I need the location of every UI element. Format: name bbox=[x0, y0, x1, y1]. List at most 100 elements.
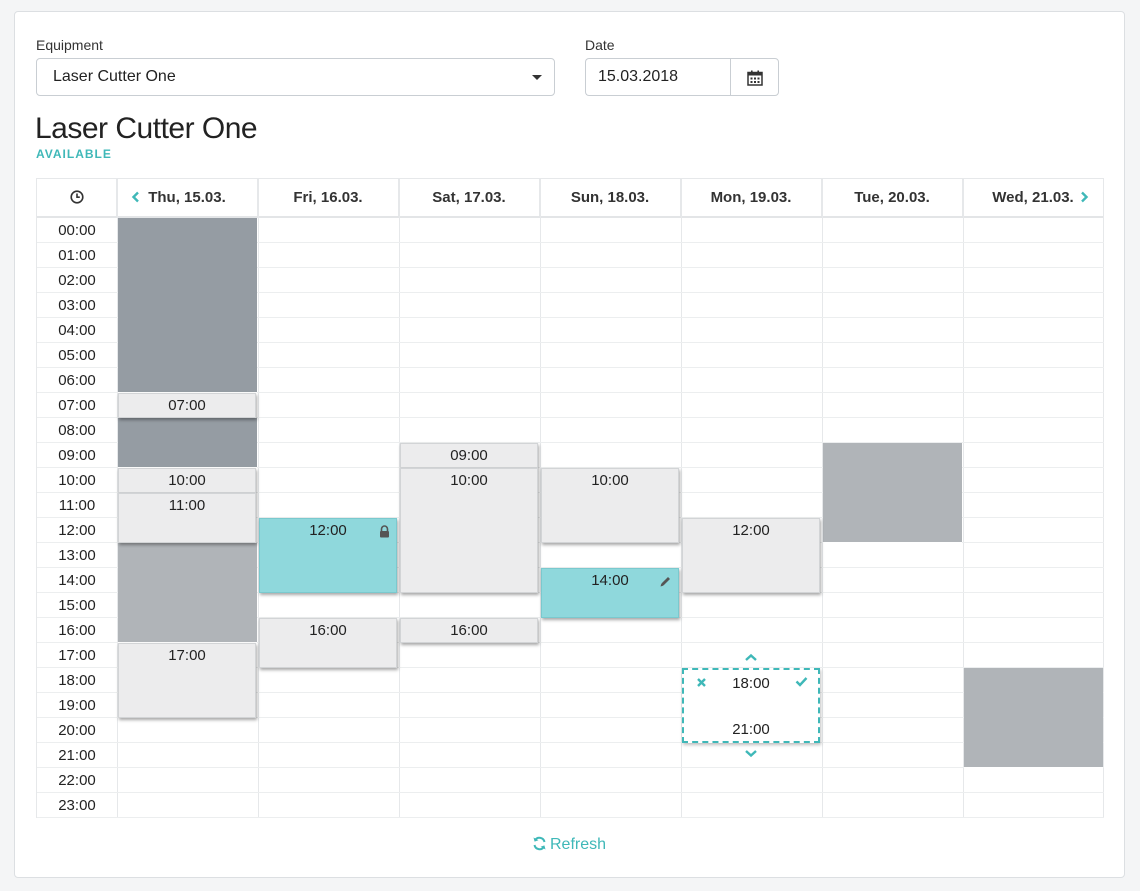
column-divider bbox=[963, 179, 964, 817]
hour-gridline bbox=[117, 742, 1104, 743]
hour-gridline bbox=[117, 792, 1104, 793]
hour-label: 22:00 bbox=[37, 768, 117, 793]
date-label: Date bbox=[585, 37, 615, 53]
booking-block-own[interactable]: 14:00 bbox=[541, 568, 679, 618]
booking-block-own[interactable]: 12:00 bbox=[259, 518, 397, 593]
booking-start-time: 07:00 bbox=[168, 397, 206, 414]
cross-icon[interactable] bbox=[696, 677, 707, 688]
booking-start-time: 12:00 bbox=[732, 522, 770, 539]
day-header-1: Fri, 16.03. bbox=[258, 179, 399, 216]
booking-block[interactable]: 10:00 bbox=[118, 468, 256, 493]
hour-gridline bbox=[117, 317, 1104, 318]
day-label: Fri, 16.03. bbox=[293, 189, 363, 206]
day-header-0: Thu, 15.03. bbox=[117, 179, 258, 216]
hour-label: 15:00 bbox=[37, 593, 117, 618]
blocked-slot bbox=[118, 218, 257, 393]
time-column-header bbox=[37, 179, 117, 216]
hour-label: 14:00 bbox=[37, 568, 117, 593]
day-label: Sat, 17.03. bbox=[432, 189, 506, 206]
booking-start-time: 09:00 bbox=[450, 447, 488, 464]
hour-label: 03:00 bbox=[37, 293, 117, 318]
hour-gridline bbox=[117, 767, 1104, 768]
hour-gridline bbox=[117, 817, 1104, 818]
day-header-4: Mon, 19.03. bbox=[681, 179, 822, 216]
column-divider bbox=[399, 179, 400, 817]
caret-down-icon bbox=[532, 75, 542, 80]
booking-block[interactable]: 11:00 bbox=[118, 493, 256, 543]
chevron-right-icon[interactable] bbox=[1079, 191, 1089, 203]
check-icon[interactable] bbox=[795, 676, 808, 687]
lock-icon bbox=[380, 525, 389, 538]
hour-gridline bbox=[117, 717, 1104, 718]
hour-label: 06:00 bbox=[37, 368, 117, 393]
blocked-slot bbox=[823, 443, 962, 543]
column-divider bbox=[822, 179, 823, 817]
day-label: Thu, 15.03. bbox=[148, 189, 226, 206]
day-header-2: Sat, 17.03. bbox=[399, 179, 540, 216]
booking-block[interactable]: 09:00 bbox=[400, 443, 538, 468]
date-input[interactable]: 15.03.2018 bbox=[585, 58, 731, 96]
hour-gridline bbox=[117, 342, 1104, 343]
hour-label: 05:00 bbox=[37, 343, 117, 368]
booking-start-time: 10:00 bbox=[168, 472, 206, 489]
new-booking-selection[interactable]: 18:00 21:00 bbox=[682, 668, 820, 743]
booking-start-time: 16:00 bbox=[450, 622, 488, 639]
hour-label: 12:00 bbox=[37, 518, 117, 543]
column-divider bbox=[117, 179, 118, 817]
booking-block[interactable]: 07:00 bbox=[118, 393, 256, 418]
booking-start-time: 16:00 bbox=[309, 622, 347, 639]
refresh-label: Refresh bbox=[550, 836, 607, 853]
day-label: Tue, 20.03. bbox=[854, 189, 930, 206]
booking-block[interactable]: 12:00 bbox=[682, 518, 820, 593]
hour-gridline bbox=[117, 692, 1104, 693]
booking-block[interactable]: 17:00 bbox=[118, 643, 256, 718]
calendar-icon bbox=[747, 70, 763, 86]
chevron-left-icon[interactable] bbox=[131, 191, 141, 203]
hour-gridline bbox=[117, 367, 1104, 368]
chevron-up-icon[interactable] bbox=[744, 653, 758, 662]
hour-label: 00:00 bbox=[37, 218, 117, 243]
blocked-slot bbox=[964, 668, 1103, 768]
booking-start-time: 14:00 bbox=[591, 572, 629, 589]
day-header-5: Tue, 20.03. bbox=[822, 179, 963, 216]
column-divider bbox=[258, 179, 259, 817]
blocked-slot bbox=[118, 418, 257, 468]
day-header-6: Wed, 21.03. bbox=[963, 179, 1103, 216]
hour-label: 18:00 bbox=[37, 668, 117, 693]
booking-block[interactable]: 10:00 bbox=[400, 468, 538, 593]
hour-label: 17:00 bbox=[37, 643, 117, 668]
hour-label: 21:00 bbox=[37, 743, 117, 768]
booking-block[interactable]: 10:00 bbox=[541, 468, 679, 543]
clock-icon bbox=[69, 190, 84, 204]
hour-gridline bbox=[117, 292, 1104, 293]
date-input-value: 15.03.2018 bbox=[598, 68, 679, 85]
day-header-3: Sun, 18.03. bbox=[540, 179, 681, 216]
blocked-slot bbox=[118, 543, 257, 643]
booking-block[interactable]: 16:00 bbox=[259, 618, 397, 668]
hour-label: 23:00 bbox=[37, 793, 117, 818]
hour-label: 19:00 bbox=[37, 693, 117, 718]
hour-gridline bbox=[117, 642, 1104, 643]
chevron-down-icon[interactable] bbox=[744, 749, 758, 758]
selection-end-time: 21:00 bbox=[732, 721, 770, 738]
hour-label: 11:00 bbox=[37, 493, 117, 518]
booking-block[interactable]: 16:00 bbox=[400, 618, 538, 643]
equipment-select-value: Laser Cutter One bbox=[53, 68, 176, 85]
pencil-icon[interactable] bbox=[659, 575, 672, 588]
day-label: Sun, 18.03. bbox=[570, 189, 650, 206]
hour-gridline bbox=[117, 267, 1104, 268]
booking-start-time: 11:00 bbox=[168, 497, 206, 514]
calendar-button[interactable] bbox=[730, 58, 779, 96]
refresh-icon bbox=[533, 836, 546, 851]
page-title: Laser Cutter One bbox=[35, 112, 258, 145]
hour-label: 02:00 bbox=[37, 268, 117, 293]
hour-gridline bbox=[117, 442, 1104, 443]
booking-start-time: 12:00 bbox=[309, 522, 347, 539]
hour-gridline bbox=[117, 417, 1104, 418]
status-badge: AVAILABLE bbox=[36, 147, 112, 161]
selection-start-time: 18:00 bbox=[732, 675, 770, 692]
equipment-select[interactable]: Laser Cutter One bbox=[36, 58, 555, 96]
refresh-button[interactable]: Refresh bbox=[532, 836, 606, 854]
booking-start-time: 10:00 bbox=[450, 472, 488, 489]
hour-gridline bbox=[117, 567, 1104, 568]
